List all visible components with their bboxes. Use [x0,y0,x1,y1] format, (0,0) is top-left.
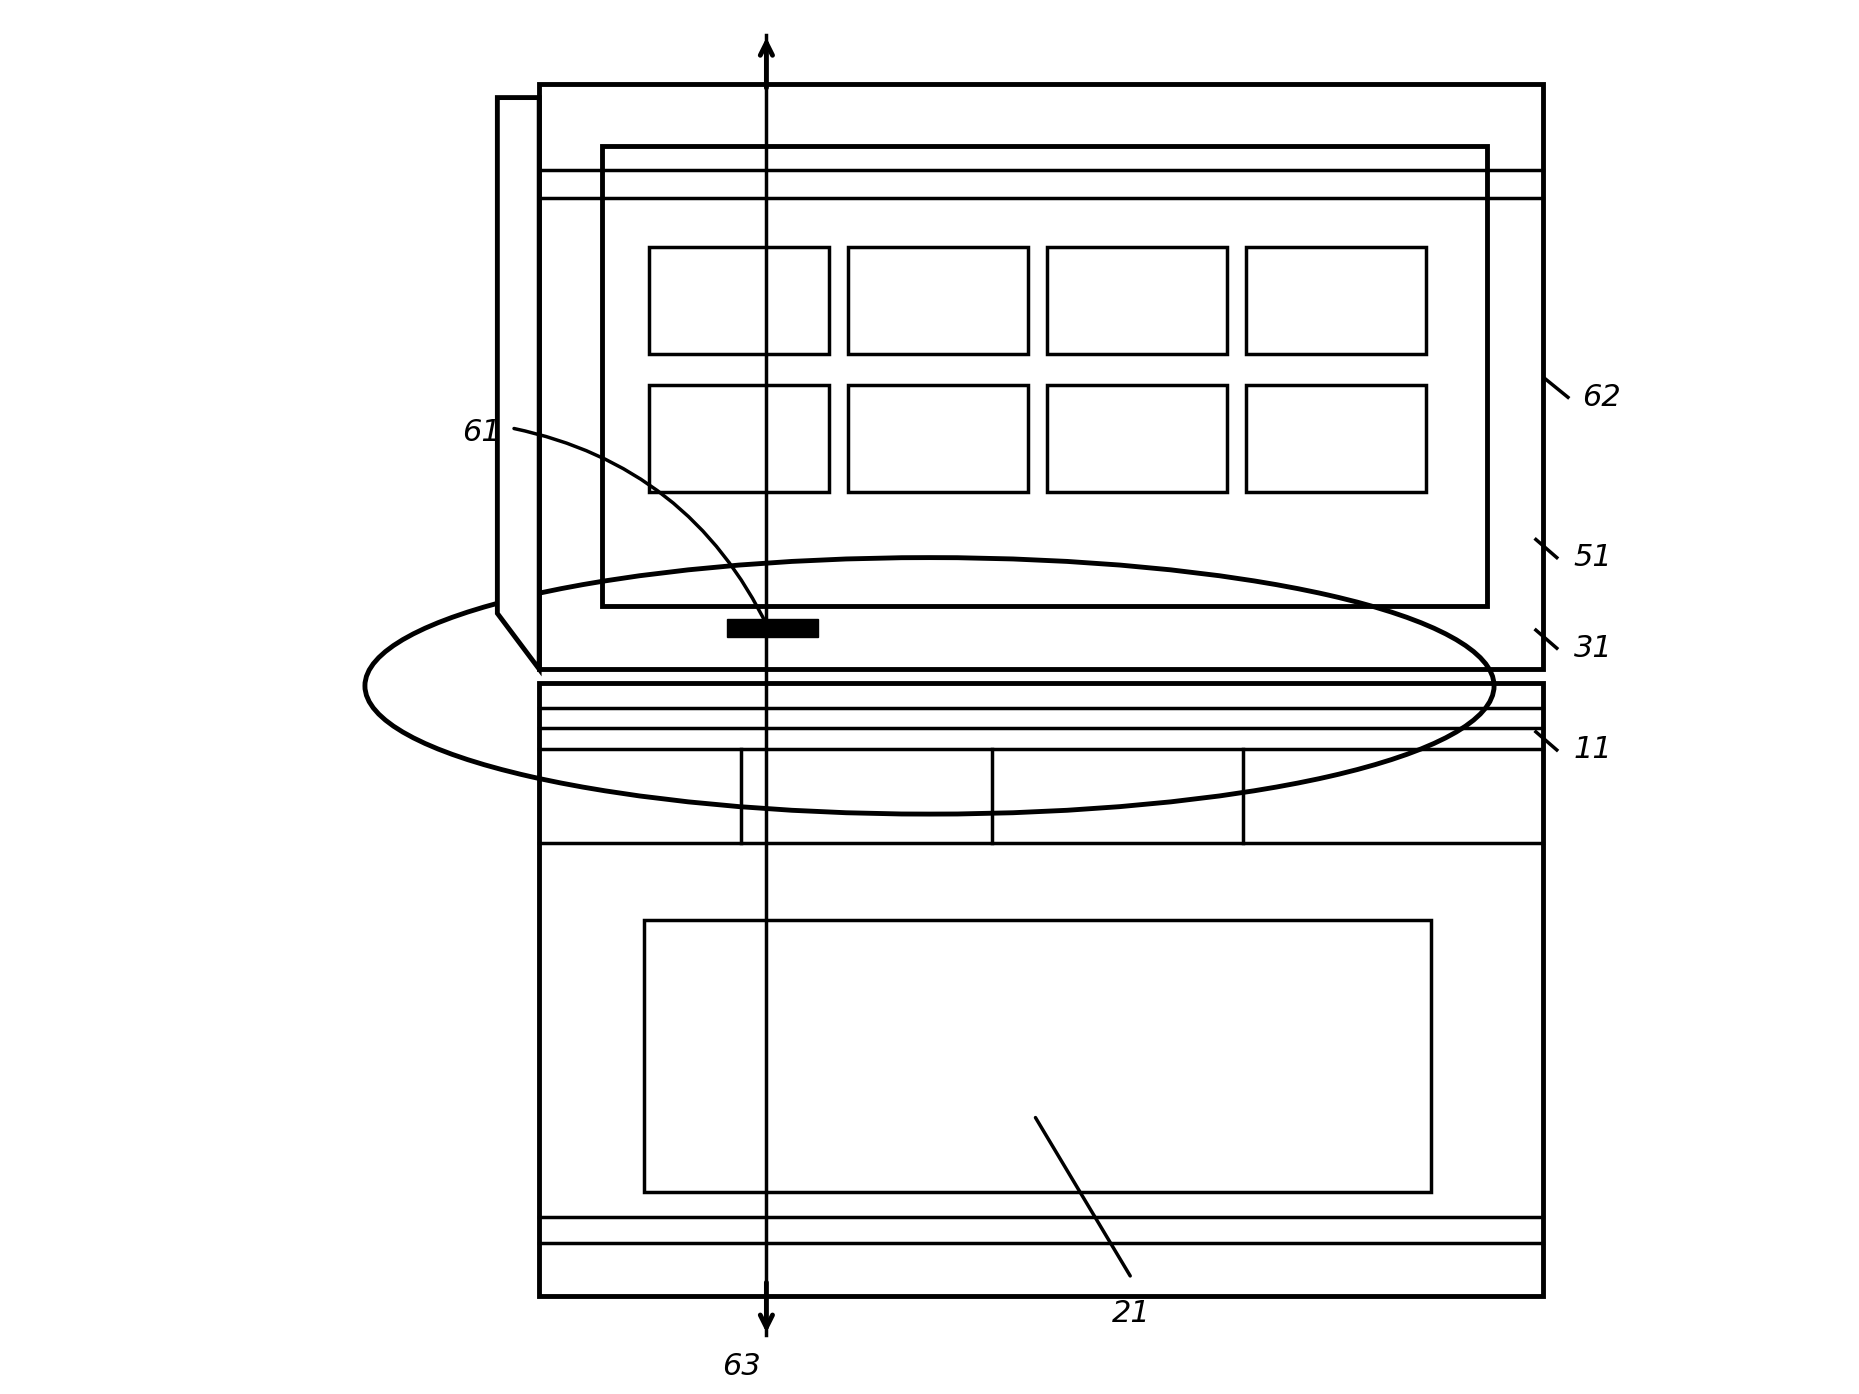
Bar [649,247,829,354]
Polygon shape [498,98,539,669]
Text: 31: 31 [1573,634,1612,662]
Text: 51: 51 [1573,544,1612,572]
Text: 61: 61 [463,418,502,446]
Text: 62: 62 [1582,383,1621,411]
Text: 63: 63 [721,1352,760,1381]
Bar [602,146,1487,606]
Bar [649,385,829,492]
Bar [848,247,1028,354]
Bar [1047,385,1227,492]
Bar [539,84,1543,669]
Bar [643,920,1431,1192]
Bar [727,619,818,637]
Bar [848,385,1028,492]
Text: 11: 11 [1573,736,1612,764]
Bar [1246,385,1426,492]
Bar [539,683,1543,1296]
Bar [1246,247,1426,354]
Bar [1047,247,1227,354]
Text: 21: 21 [1112,1299,1151,1328]
